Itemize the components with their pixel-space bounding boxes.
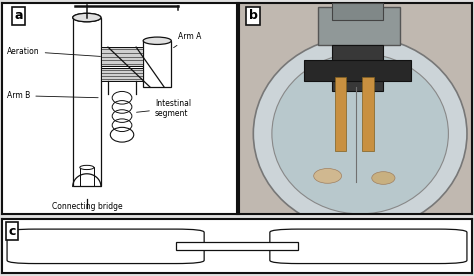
Bar bbox=[101, 47, 143, 66]
Text: c: c bbox=[9, 225, 16, 238]
Bar bbox=[101, 68, 143, 81]
Ellipse shape bbox=[80, 165, 94, 169]
Text: Intestinal
segment: Intestinal segment bbox=[137, 99, 191, 118]
Text: Arm B: Arm B bbox=[7, 91, 98, 100]
Ellipse shape bbox=[314, 169, 342, 183]
Bar bbox=[176, 242, 298, 250]
Bar bbox=[319, 7, 400, 45]
FancyBboxPatch shape bbox=[270, 229, 467, 264]
Bar bbox=[143, 41, 171, 87]
Circle shape bbox=[272, 54, 448, 214]
FancyBboxPatch shape bbox=[7, 229, 204, 264]
Bar bbox=[73, 18, 101, 187]
Bar bbox=[332, 45, 383, 91]
Bar bbox=[332, 3, 383, 20]
Ellipse shape bbox=[143, 37, 171, 44]
Ellipse shape bbox=[372, 172, 395, 184]
Bar bbox=[304, 60, 411, 81]
Bar bbox=[363, 77, 374, 151]
Text: a: a bbox=[14, 9, 23, 22]
Circle shape bbox=[253, 36, 467, 231]
Text: Aeration: Aeration bbox=[7, 47, 100, 56]
Bar bbox=[335, 77, 346, 151]
Text: Arm A: Arm A bbox=[173, 32, 202, 48]
Ellipse shape bbox=[73, 13, 101, 22]
Text: Connecting bridge: Connecting bridge bbox=[52, 202, 122, 211]
Bar bbox=[80, 168, 94, 187]
Text: b: b bbox=[249, 9, 257, 22]
